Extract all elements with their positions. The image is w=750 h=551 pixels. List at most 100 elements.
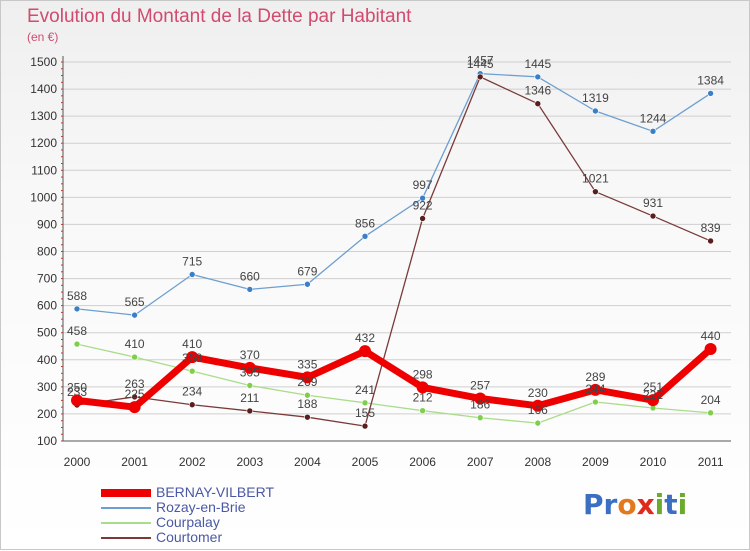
y-tick-label: 1500 (30, 55, 57, 69)
x-tick-label: 2005 (352, 455, 379, 469)
logo-letter: o (617, 488, 637, 521)
x-tick-label: 2000 (64, 455, 91, 469)
data-point (243, 361, 256, 374)
y-tick-label: 1100 (31, 163, 57, 177)
data-label: 440 (701, 329, 721, 343)
data-label: 211 (240, 391, 259, 405)
data-point (419, 407, 426, 414)
data-label: 298 (413, 367, 433, 381)
data-label: 458 (67, 324, 87, 338)
data-label: 263 (125, 377, 145, 391)
y-tick-label: 1000 (30, 190, 57, 204)
data-label: 410 (182, 337, 202, 351)
data-point (246, 407, 254, 415)
data-point (649, 128, 657, 135)
series-line-bernay-vilbert (73, 345, 715, 411)
x-tick-label: 2008 (524, 455, 551, 469)
legend-swatch-courtomer (101, 536, 151, 539)
data-label: 166 (528, 403, 548, 417)
x-tick-label: 2004 (294, 455, 321, 469)
data-label: 565 (125, 295, 145, 309)
data-point (304, 413, 311, 421)
data-point (188, 271, 196, 278)
data-point (361, 422, 369, 430)
data-label: 305 (240, 366, 260, 380)
data-label: 204 (701, 393, 721, 407)
series-line-courtomer (76, 76, 712, 427)
x-tick-label: 2011 (698, 455, 724, 469)
data-label: 1346 (524, 84, 551, 98)
data-label: 922 (413, 198, 433, 212)
legend-label-courtomer: Courtomer (156, 529, 223, 545)
data-label: 931 (643, 196, 663, 210)
legend-swatch-rozay-en-brie (101, 506, 151, 509)
data-point (592, 188, 599, 195)
data-label: 715 (182, 255, 202, 269)
data-label: 222 (643, 388, 663, 402)
legend-swatch-courpalay (101, 521, 151, 524)
y-tick-label: 1300 (30, 109, 57, 123)
data-point (73, 340, 81, 348)
data-point (128, 401, 141, 414)
y-tick-label: 1200 (30, 136, 57, 150)
data-point (131, 353, 138, 361)
data-label: 1384 (697, 73, 724, 87)
x-tick-label: 2002 (179, 455, 206, 469)
y-tick-label: 800 (37, 245, 57, 259)
data-label: 660 (240, 269, 260, 283)
logo-letter: x (636, 488, 655, 521)
data-point (592, 107, 599, 115)
data-point (73, 305, 81, 313)
data-label: 1445 (467, 57, 494, 71)
series-line-rozay-en-brie (76, 72, 712, 316)
data-point (649, 212, 657, 220)
data-label: 225 (125, 387, 145, 401)
data-point (474, 392, 487, 405)
legend-swatch-bernay-vilbert (101, 488, 151, 497)
data-label: 241 (355, 383, 375, 397)
data-label: 679 (297, 264, 317, 278)
x-tick-label: 2009 (582, 455, 609, 469)
x-tick-label: 2001 (121, 455, 148, 469)
data-point (589, 383, 602, 396)
data-point (246, 286, 254, 293)
data-label: 269 (297, 375, 317, 389)
legend-label-courpalay: Courpalay (156, 514, 220, 530)
data-label: 188 (297, 397, 317, 411)
data-point (304, 280, 311, 288)
y-tick-label: 400 (37, 353, 57, 367)
data-point (534, 73, 542, 81)
y-tick-label: 100 (37, 434, 57, 448)
y-tick-label: 900 (37, 217, 57, 231)
y-tick-label: 500 (37, 326, 57, 340)
data-point (707, 409, 714, 417)
data-label: 410 (125, 337, 145, 351)
data-label: 839 (701, 221, 721, 235)
x-tick-label: 2010 (640, 455, 667, 469)
data-label: 1445 (524, 57, 551, 71)
data-point (188, 401, 196, 409)
data-label: 432 (355, 331, 375, 345)
data-label: 289 (585, 370, 605, 384)
y-tick-label: 600 (37, 299, 57, 313)
data-point (419, 194, 426, 202)
y-tick-label: 300 (37, 380, 57, 394)
data-point (131, 393, 138, 401)
legend-label-rozay-en-brie: Rozay-en-Brie (156, 499, 246, 515)
logo-letter: P (583, 488, 604, 521)
data-label: 856 (355, 216, 375, 230)
data-point (304, 391, 311, 399)
data-point (416, 381, 429, 394)
data-point (534, 100, 542, 107)
data-point (534, 419, 542, 427)
data-label: 997 (413, 178, 433, 192)
data-label: 1319 (582, 91, 609, 105)
data-point (476, 73, 484, 81)
legend-label-bernay-vilbert: BERNAY-VILBERT (156, 484, 275, 500)
data-label: 234 (182, 385, 202, 399)
logo-letter: i (654, 488, 665, 521)
data-point (704, 342, 717, 355)
x-tick-label: 2007 (467, 455, 494, 469)
